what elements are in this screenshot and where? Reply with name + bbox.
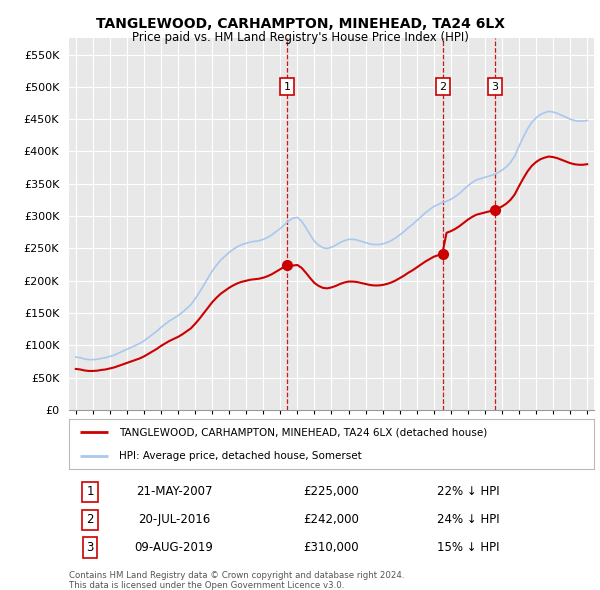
Text: TANGLEWOOD, CARHAMPTON, MINEHEAD, TA24 6LX (detached house): TANGLEWOOD, CARHAMPTON, MINEHEAD, TA24 6… bbox=[119, 427, 487, 437]
Text: HPI: Average price, detached house, Somerset: HPI: Average price, detached house, Some… bbox=[119, 451, 362, 461]
Text: 15% ↓ HPI: 15% ↓ HPI bbox=[437, 541, 499, 554]
Text: 1: 1 bbox=[283, 82, 290, 92]
Text: 20-JUL-2016: 20-JUL-2016 bbox=[138, 513, 210, 526]
Text: £225,000: £225,000 bbox=[304, 486, 359, 499]
Text: Contains HM Land Registry data © Crown copyright and database right 2024.: Contains HM Land Registry data © Crown c… bbox=[69, 571, 404, 579]
Text: 2: 2 bbox=[86, 513, 94, 526]
Text: TANGLEWOOD, CARHAMPTON, MINEHEAD, TA24 6LX: TANGLEWOOD, CARHAMPTON, MINEHEAD, TA24 6… bbox=[95, 17, 505, 31]
Text: 1: 1 bbox=[86, 486, 94, 499]
Text: 3: 3 bbox=[86, 541, 94, 554]
Text: 09-AUG-2019: 09-AUG-2019 bbox=[134, 541, 214, 554]
Text: 21-MAY-2007: 21-MAY-2007 bbox=[136, 486, 212, 499]
Text: This data is licensed under the Open Government Licence v3.0.: This data is licensed under the Open Gov… bbox=[69, 581, 344, 589]
Text: 22% ↓ HPI: 22% ↓ HPI bbox=[437, 486, 499, 499]
Text: Price paid vs. HM Land Registry's House Price Index (HPI): Price paid vs. HM Land Registry's House … bbox=[131, 31, 469, 44]
Text: £310,000: £310,000 bbox=[304, 541, 359, 554]
Text: 3: 3 bbox=[491, 82, 499, 92]
Text: 24% ↓ HPI: 24% ↓ HPI bbox=[437, 513, 499, 526]
Text: 2: 2 bbox=[440, 82, 447, 92]
Text: £242,000: £242,000 bbox=[304, 513, 359, 526]
